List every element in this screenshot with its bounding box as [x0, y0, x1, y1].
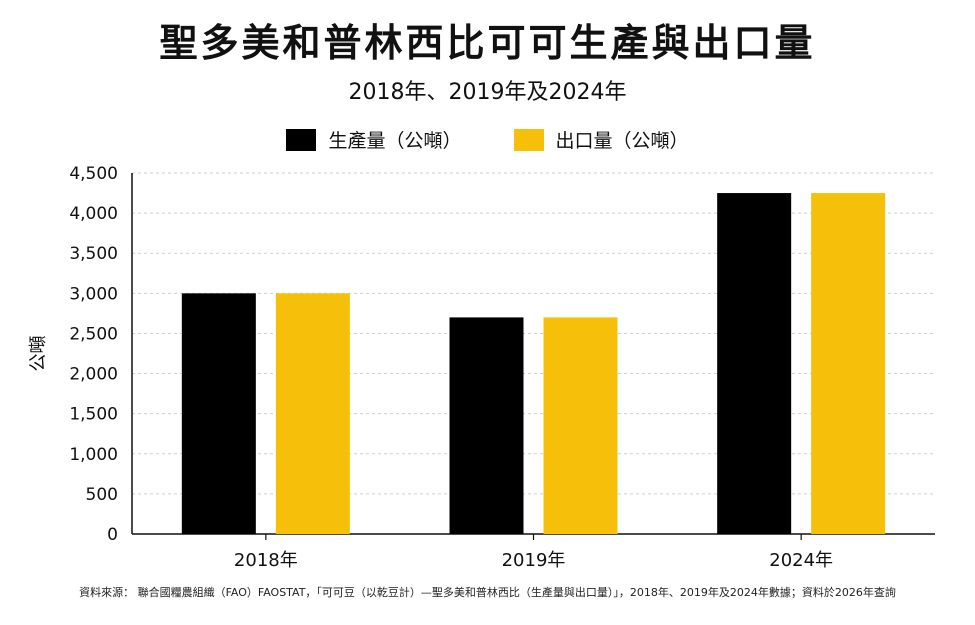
y-tick-label: 1,500	[69, 405, 118, 425]
x-tick-label: 2019年	[502, 550, 566, 571]
y-tick-label: 500	[86, 485, 118, 505]
bar-export	[811, 193, 886, 535]
bar-export	[543, 317, 618, 534]
y-tick-label: 0	[107, 525, 118, 545]
bar-production	[449, 317, 524, 534]
legend-label-production: 生產量（公噸）	[328, 130, 462, 152]
legend-swatch-export	[513, 128, 544, 151]
bar-production	[181, 293, 256, 534]
y-tick-label: 4,000	[69, 204, 118, 224]
bar-production	[717, 193, 792, 535]
legend: 生產量（公噸） 出口量（公噸）	[0, 126, 975, 153]
y-axis-label: 公噸	[28, 336, 49, 372]
y-tick-label: 3,500	[69, 244, 118, 264]
x-tick-label: 2024年	[769, 550, 833, 571]
legend-label-export: 出口量（公噸）	[555, 130, 689, 152]
x-tick-label: 2018年	[234, 550, 298, 571]
y-tick-label: 4,500	[69, 164, 118, 184]
y-tick-label: 2,000	[69, 365, 118, 385]
legend-item-production: 生產量（公噸）	[286, 126, 462, 153]
legend-item-export: 出口量（公噸）	[513, 126, 689, 153]
chart-title: 聖多美和普林西比可可生產與出口量	[159, 21, 816, 65]
source-note: 資料來源： 聯合國糧農組織（FAO）FAOSTAT，「可可豆（以乾豆計）—聖多美…	[79, 586, 896, 599]
bar-export	[275, 293, 350, 534]
y-tick-label: 1,000	[69, 445, 118, 465]
bar-chart: 0 500 1,000 1,500 2,000 2,500 3,000 3,500 4,000 4…	[28, 164, 935, 571]
y-tick-label: 2,500	[69, 324, 118, 344]
y-tick-label: 3,000	[69, 284, 118, 304]
legend-swatch-production	[286, 128, 317, 151]
chart-subtitle: 2018年、2019年及2024年	[348, 80, 627, 105]
